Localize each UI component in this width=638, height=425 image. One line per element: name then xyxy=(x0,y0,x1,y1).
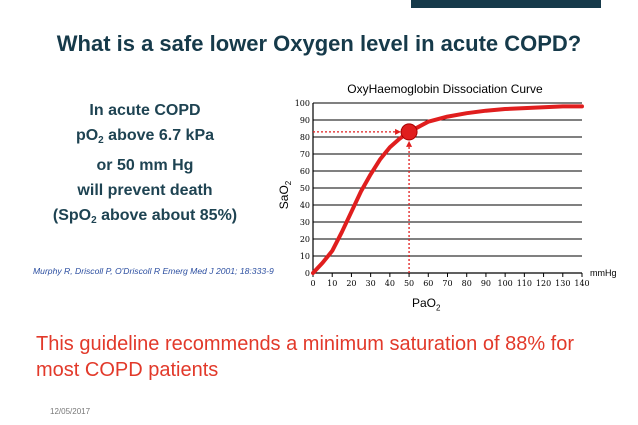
y-tick-label: 10 xyxy=(300,252,310,261)
x-tick-label: 30 xyxy=(366,279,376,288)
summary-line-4: will prevent death xyxy=(77,182,213,199)
y-tick-label: 70 xyxy=(300,150,310,159)
saturation-guide-arrowhead xyxy=(395,128,402,135)
x-tick-label: 80 xyxy=(462,279,472,288)
x-tick-label: 110 xyxy=(517,279,532,288)
x-tick-label: 0 xyxy=(310,279,315,288)
x-tick-label: 10 xyxy=(327,279,337,288)
y-tick-label: 100 xyxy=(295,99,310,108)
y-tick-label: 40 xyxy=(300,201,310,210)
summary-line-5: (SpO2 above about 85%) xyxy=(52,207,238,226)
y-tick-label: 80 xyxy=(300,133,310,142)
y-tick-label: 50 xyxy=(300,184,310,193)
y-tick-label: 30 xyxy=(300,218,310,227)
x-tick-label: 40 xyxy=(385,279,395,288)
x-tick-label: 120 xyxy=(536,279,551,288)
y-tick-label: 90 xyxy=(300,116,310,125)
x-tick-label: 100 xyxy=(498,279,513,288)
x-tick-label: 60 xyxy=(423,279,433,288)
highlight-point xyxy=(400,123,418,141)
x-tick-label: 70 xyxy=(442,279,452,288)
top-accent-bar xyxy=(411,0,601,8)
x-axis-label: PaO2 xyxy=(412,296,441,313)
x-tick-label: 90 xyxy=(481,279,491,288)
pao2-guide-arrowhead xyxy=(406,140,413,147)
y-tick-label: 0 xyxy=(305,269,310,278)
x-tick-label: 140 xyxy=(574,279,589,288)
y-tick-label: 20 xyxy=(300,235,310,244)
x-tick-label: 130 xyxy=(555,279,570,288)
slide-title: What is a safe lower Oxygen level in acu… xyxy=(56,31,582,56)
guideline-statement: This guideline recommends a minimum satu… xyxy=(36,333,575,381)
summary-line-1: In acute COPD xyxy=(89,102,201,119)
citation: Murphy R, Driscoll P, O'Driscoll R Emerg… xyxy=(33,266,274,276)
x-tick-label: 50 xyxy=(404,279,414,288)
copd-summary: In acute COPD pO2 above 6.7 kPa or 50 mm… xyxy=(26,98,264,233)
summary-line-2: pO2 above 6.7 kPa xyxy=(75,127,215,146)
x-tick-label: 20 xyxy=(346,279,356,288)
y-tick-label: 60 xyxy=(300,167,310,176)
chart-title: OxyHaemoglobin Dissociation Curve xyxy=(347,82,543,96)
x-axis-unit: mmHg xyxy=(590,268,617,278)
slide-date: 12/05/2017 xyxy=(50,407,91,416)
summary-line-3: or 50 mm Hg xyxy=(96,157,194,174)
